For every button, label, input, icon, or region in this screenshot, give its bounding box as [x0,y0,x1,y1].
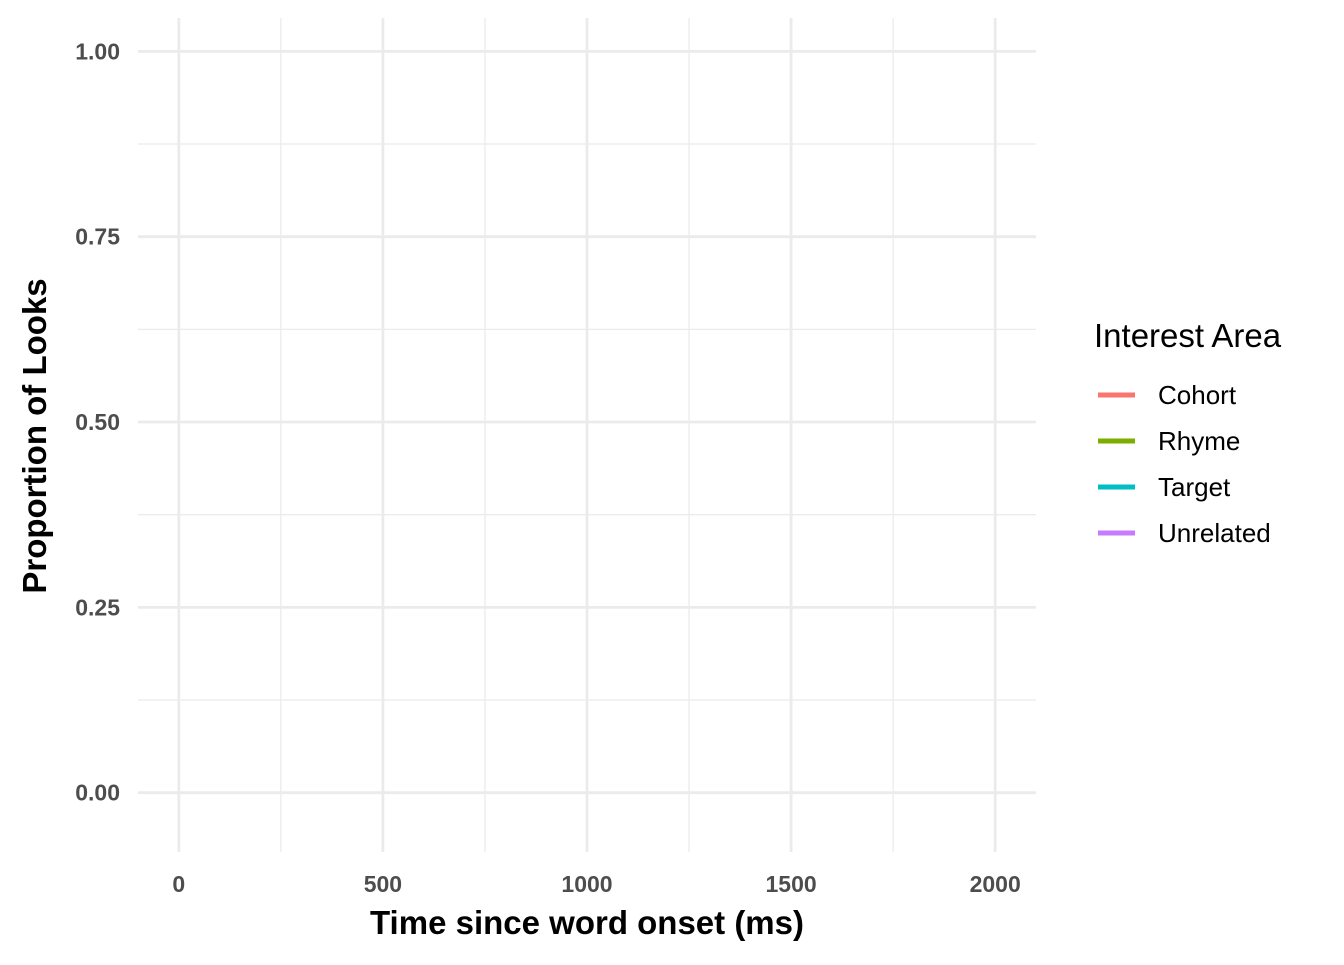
legend: Interest Area Cohort Rhyme Target Unrelated [1094,317,1282,548]
x-tick-label: 500 [364,871,402,897]
y-axis-tick-labels: 0.00 0.25 0.50 0.75 1.00 [75,38,120,805]
x-tick-label: 1500 [766,871,817,897]
legend-label-target: Target [1158,472,1231,502]
x-axis-tick-labels: 0 500 1000 1500 2000 [172,871,1020,897]
x-tick-label: 0 [172,871,185,897]
y-tick-label: 0.50 [75,409,120,435]
x-axis-title: Time since word onset (ms) [370,904,804,941]
major-gridlines [138,18,1036,852]
y-tick-label: 0.75 [75,224,120,250]
y-axis-title: Proportion of Looks [16,278,53,593]
legend-label-cohort: Cohort [1158,380,1237,410]
y-tick-label: 0.00 [75,780,120,806]
legend-entries: Cohort Rhyme Target Unrelated [1098,380,1271,548]
legend-title: Interest Area [1094,317,1282,354]
y-tick-label: 0.25 [75,594,120,620]
x-tick-label: 2000 [970,871,1021,897]
y-tick-label: 1.00 [75,38,120,64]
legend-label-rhyme: Rhyme [1158,426,1240,456]
x-tick-label: 1000 [561,871,612,897]
legend-label-unrelated: Unrelated [1158,518,1271,548]
